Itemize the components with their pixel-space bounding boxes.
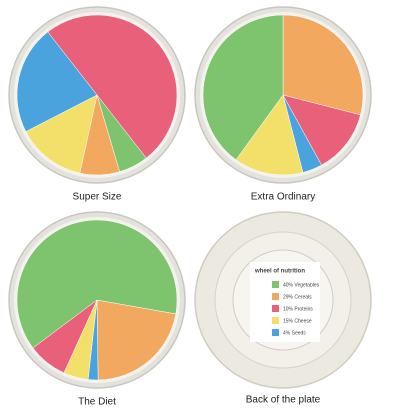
pie-slice — [47, 14, 178, 159]
legend-entry: 10% Proteins — [283, 306, 313, 312]
caption: Super Size — [73, 192, 122, 203]
legend-swatch — [272, 317, 279, 324]
plate: Super Size — [8, 6, 186, 203]
pie-slice — [16, 31, 98, 132]
plate: Extra Ordinary — [194, 6, 372, 203]
legend-label — [250, 262, 320, 342]
legend-entry: 15% Cheese — [283, 318, 312, 324]
pie-slice — [25, 94, 98, 174]
back-plate: wheel of nutrition Back of the plate 40%… — [194, 211, 372, 406]
legend-swatch — [272, 281, 279, 288]
pie-slice — [235, 94, 304, 176]
caption: Back of the plate — [246, 395, 321, 406]
legend-swatch — [272, 293, 279, 300]
legend-entry: 4% Seeds — [283, 330, 306, 336]
pie-slice — [16, 219, 178, 349]
pie-slice — [282, 14, 364, 116]
pie-slice — [202, 14, 284, 161]
pie-slice — [96, 299, 177, 381]
legend-title: wheel of nutrition — [254, 269, 305, 275]
pie-slice — [282, 94, 361, 166]
plate: The Diet — [8, 211, 186, 408]
legend-entry: 29% Cereals — [283, 294, 312, 300]
caption: Extra Ordinary — [251, 192, 315, 203]
legend-entry: 40% Vegetables — [283, 282, 320, 288]
caption: The Diet — [78, 397, 116, 408]
legend-swatch — [272, 305, 279, 312]
legend-swatch — [272, 329, 279, 336]
